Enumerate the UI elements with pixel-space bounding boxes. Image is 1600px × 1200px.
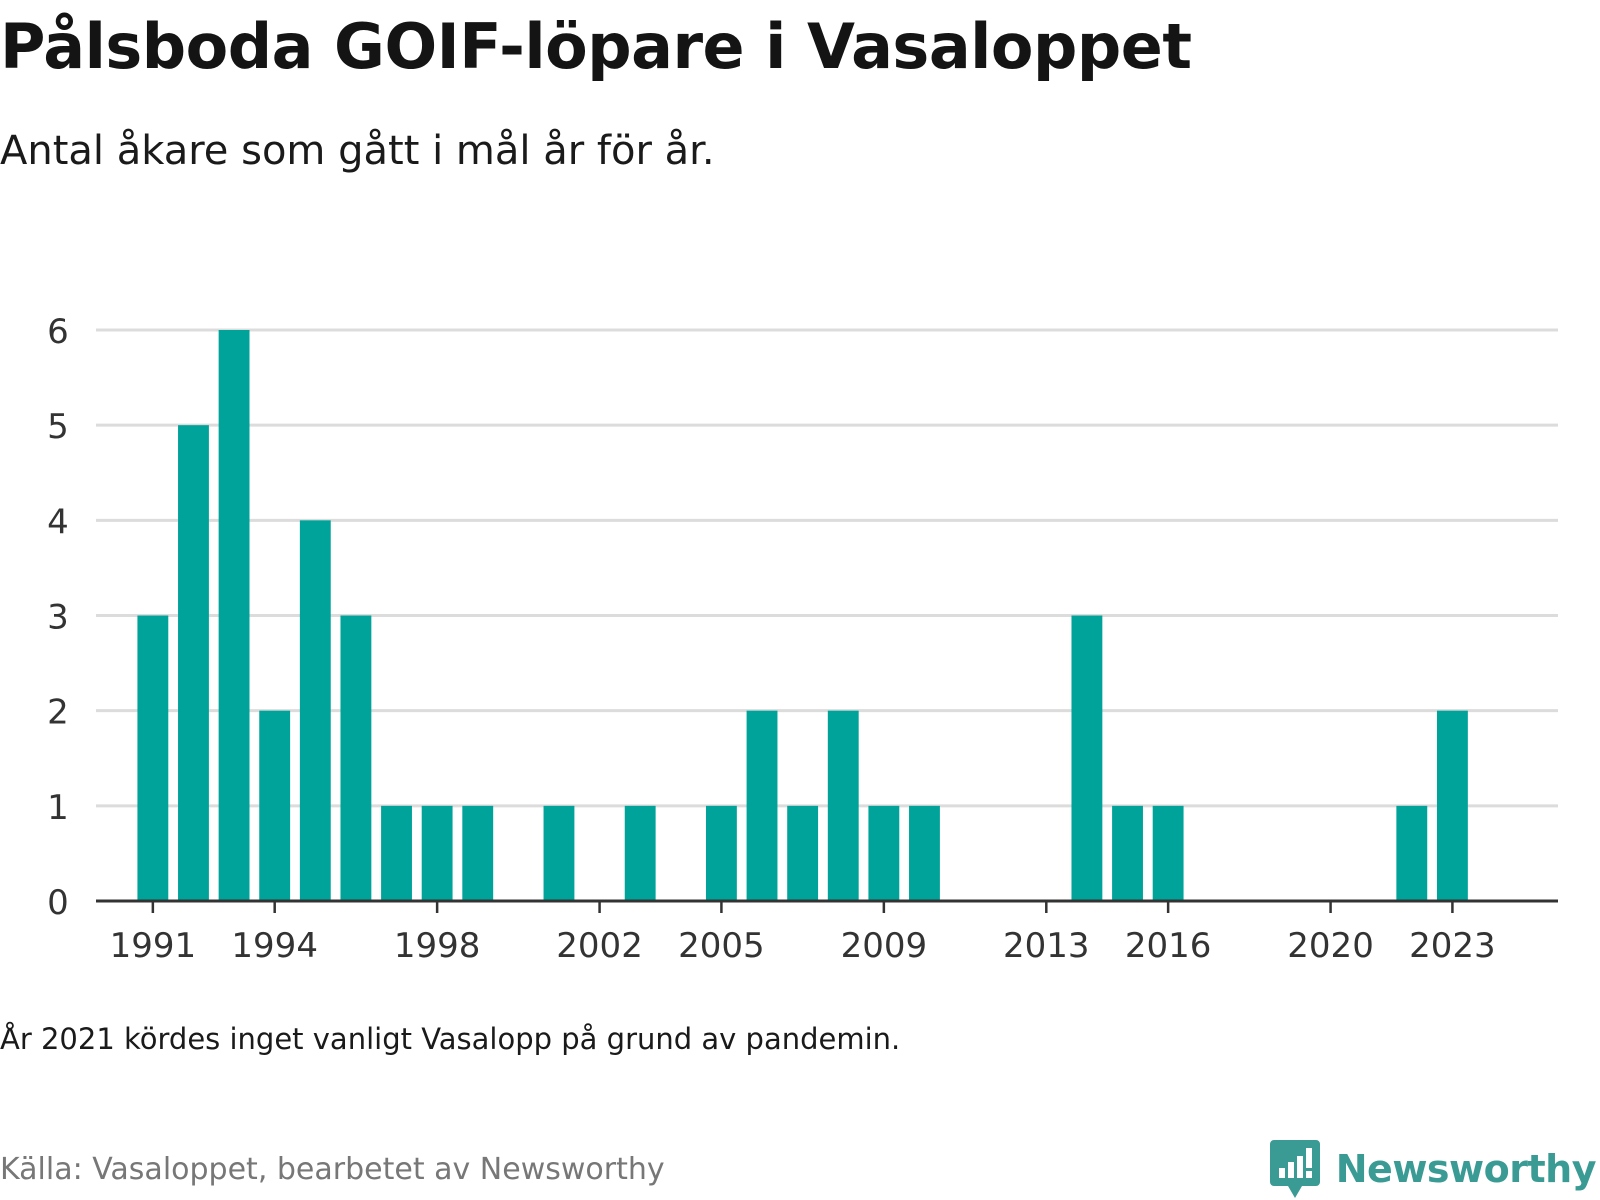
- y-tick-label: 6: [47, 312, 69, 352]
- bar-chart-speech-bubble-icon: [1269, 1140, 1320, 1198]
- chart-subtitle: Antal åkare som gått i mål år för år.: [0, 128, 715, 174]
- bar: [462, 805, 494, 901]
- bar: [1071, 615, 1103, 901]
- bar: [827, 710, 859, 901]
- x-tick-label: 1991: [110, 926, 197, 966]
- tick-labels: 0 1 2 3 4 5 6 1991 1994 1998 2002 2005 2009 2013 2016 2…: [47, 312, 1495, 966]
- bar: [178, 425, 209, 901]
- x-tick-label: 2005: [678, 926, 765, 966]
- y-tick-label: 0: [47, 883, 69, 923]
- y-tick-label: 3: [47, 598, 69, 638]
- bar: [218, 330, 250, 901]
- source-credit: Källa: Vasaloppet, bearbetet av Newswort…: [0, 1152, 665, 1187]
- chart-title: Pålsboda GOIF-löpare i Vasaloppet: [0, 10, 1192, 83]
- bar: [1112, 805, 1143, 901]
- newsworthy-brand: Newsworthy: [1269, 1140, 1597, 1198]
- x-tick-label: 1994: [231, 926, 318, 966]
- brand-name: Newsworthy: [1335, 1147, 1597, 1191]
- bar: [137, 615, 169, 901]
- x-tick-label: 2013: [1003, 926, 1090, 966]
- bar: [1436, 710, 1468, 901]
- bars: [137, 330, 1468, 901]
- x-tick-label: 2023: [1409, 926, 1496, 966]
- y-tick-label: 1: [47, 788, 69, 828]
- bar: [705, 805, 737, 901]
- bar: [299, 520, 331, 901]
- bar: [1152, 805, 1184, 901]
- bar: [624, 805, 656, 901]
- bar: [381, 805, 412, 901]
- footnote: År 2021 kördes inget vanligt Vasalopp på…: [0, 1022, 901, 1056]
- y-tick-label: 2: [47, 693, 69, 733]
- x-axis: [96, 899, 1558, 913]
- bar: [421, 805, 453, 901]
- y-tick-label: 4: [47, 502, 69, 542]
- bar: [787, 805, 819, 901]
- bar: [868, 805, 900, 901]
- y-tick-label: 5: [47, 407, 69, 447]
- x-tick-label: 2009: [841, 926, 928, 966]
- bar: [909, 805, 940, 901]
- bar-chart: 0 1 2 3 4 5 6 1991 1994 1998 2002 2005 2009 2013 2016 2…: [47, 312, 1558, 966]
- x-tick-label: 1998: [394, 926, 481, 966]
- bar: [340, 615, 372, 901]
- bar: [746, 710, 778, 901]
- gridlines: [96, 328, 1558, 808]
- x-tick-label: 2020: [1287, 926, 1374, 966]
- x-tick-label: 2002: [556, 926, 643, 966]
- x-tick-label: 2016: [1125, 926, 1212, 966]
- bar: [543, 805, 575, 901]
- bar: [1396, 805, 1428, 901]
- bar: [259, 710, 291, 901]
